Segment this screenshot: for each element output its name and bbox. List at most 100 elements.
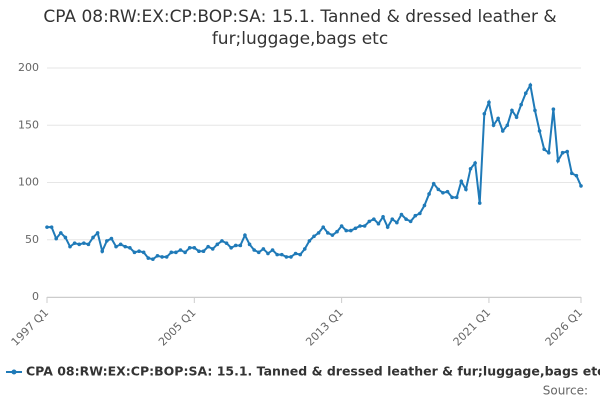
point (164, 255, 169, 259)
point (454, 195, 459, 200)
point (123, 244, 128, 249)
point (349, 228, 353, 233)
point (95, 231, 100, 235)
point (390, 217, 395, 221)
point (252, 248, 256, 252)
point (132, 250, 137, 255)
point (45, 225, 49, 229)
point (261, 247, 266, 251)
point (114, 244, 118, 249)
point (146, 256, 151, 260)
point (569, 171, 574, 176)
point (367, 219, 372, 224)
point (137, 249, 141, 253)
point (344, 228, 349, 233)
point (243, 233, 247, 237)
point (372, 217, 376, 221)
legend-label: CPA 08:RW:EX:CP:BOP:SA: 15.1. Tanned & d… (26, 364, 600, 379)
point (330, 233, 335, 237)
point (399, 212, 404, 217)
point (118, 242, 123, 247)
point (528, 83, 533, 87)
x-tick-label: 2026 Q1 (543, 306, 586, 349)
point (556, 158, 560, 163)
point (500, 129, 505, 133)
point (312, 234, 316, 239)
legend-marker (11, 369, 17, 375)
point (63, 235, 68, 240)
point (201, 249, 206, 253)
point (77, 242, 82, 247)
point (247, 242, 252, 247)
point (422, 203, 427, 208)
point (579, 184, 583, 188)
point (68, 244, 72, 249)
point (174, 250, 178, 255)
point (141, 250, 146, 255)
point (477, 201, 482, 205)
point (279, 252, 284, 257)
point (510, 108, 514, 113)
x-tick-label: 2013 Q1 (303, 306, 346, 349)
point (473, 161, 477, 165)
point (197, 249, 201, 253)
point (289, 255, 293, 259)
point (59, 231, 63, 235)
y-tick-label: 50 (25, 233, 39, 246)
point (100, 249, 105, 253)
point (275, 252, 279, 257)
point (464, 187, 468, 192)
point (339, 224, 344, 228)
point (169, 250, 174, 255)
point (298, 252, 302, 257)
point (385, 225, 390, 229)
point (49, 225, 54, 229)
point (445, 189, 450, 194)
point (450, 195, 454, 200)
point (192, 245, 197, 250)
point (220, 239, 224, 243)
point (326, 231, 330, 235)
point (293, 251, 298, 256)
point (413, 213, 418, 218)
point (183, 250, 187, 255)
chart-title: CPA 08:RW:EX:CP:BOP:SA: 15.1. Tanned & d… (43, 7, 557, 49)
point (105, 239, 109, 243)
point (210, 247, 215, 251)
point (128, 245, 132, 250)
point (441, 191, 445, 195)
point (86, 242, 91, 247)
point (206, 244, 210, 249)
point (238, 243, 243, 248)
point (505, 123, 510, 128)
point (270, 248, 275, 252)
point (72, 241, 77, 245)
point (560, 150, 565, 155)
source: Source: (543, 384, 588, 398)
point (335, 229, 339, 234)
point (187, 245, 192, 250)
point (151, 257, 155, 262)
point (284, 255, 289, 259)
point (155, 253, 160, 258)
point (459, 179, 464, 184)
point (256, 250, 261, 255)
point (91, 235, 95, 240)
point (436, 187, 441, 192)
y-tick-label: 150 (18, 118, 39, 131)
point (551, 107, 556, 112)
point (519, 102, 523, 107)
point (496, 116, 500, 121)
point (514, 115, 519, 120)
y-tick-label: 200 (18, 61, 39, 74)
point (482, 112, 487, 116)
point (233, 243, 238, 248)
point (316, 231, 321, 235)
point (358, 224, 362, 228)
y-tick-label: 0 (32, 290, 39, 303)
point (353, 226, 358, 231)
point (491, 123, 496, 128)
point (408, 219, 413, 224)
point (109, 236, 114, 241)
